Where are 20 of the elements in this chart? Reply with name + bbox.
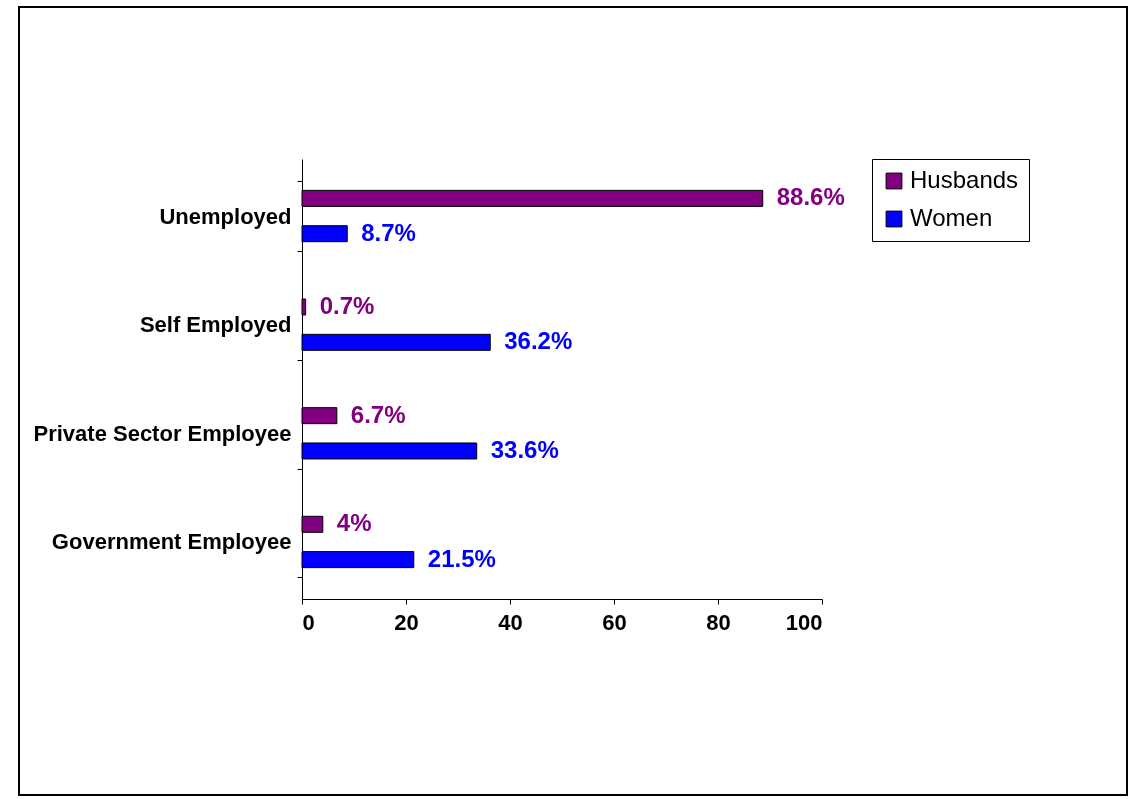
data-label: 4% [336, 509, 372, 537]
y-tick-label: Private Sector Employee [33, 420, 292, 446]
y-tick-label: Government Employee [51, 529, 292, 555]
data-label: 8.7% [361, 218, 416, 246]
data-label: 33.6% [490, 435, 559, 463]
x-tick-label: 0 [302, 609, 315, 635]
data-label: 0.7% [319, 292, 375, 320]
data-label: 21.5% [427, 544, 496, 572]
x-tick-label: 20 [394, 609, 419, 635]
x-tick-label: 100 [785, 609, 823, 635]
legend-label: Women [910, 204, 993, 231]
legend-label: Husbands [910, 166, 1019, 193]
data-label: 6.7% [350, 400, 406, 428]
data-label: 88.6% [776, 183, 845, 211]
y-tick-label: Self Employed [139, 312, 292, 338]
x-tick-label: 60 [602, 609, 627, 635]
y-tick-label: Unemployed [159, 203, 292, 229]
data-label: 36.2% [504, 327, 573, 355]
x-tick-label: 40 [498, 609, 523, 635]
x-tick-label: 80 [706, 609, 731, 635]
